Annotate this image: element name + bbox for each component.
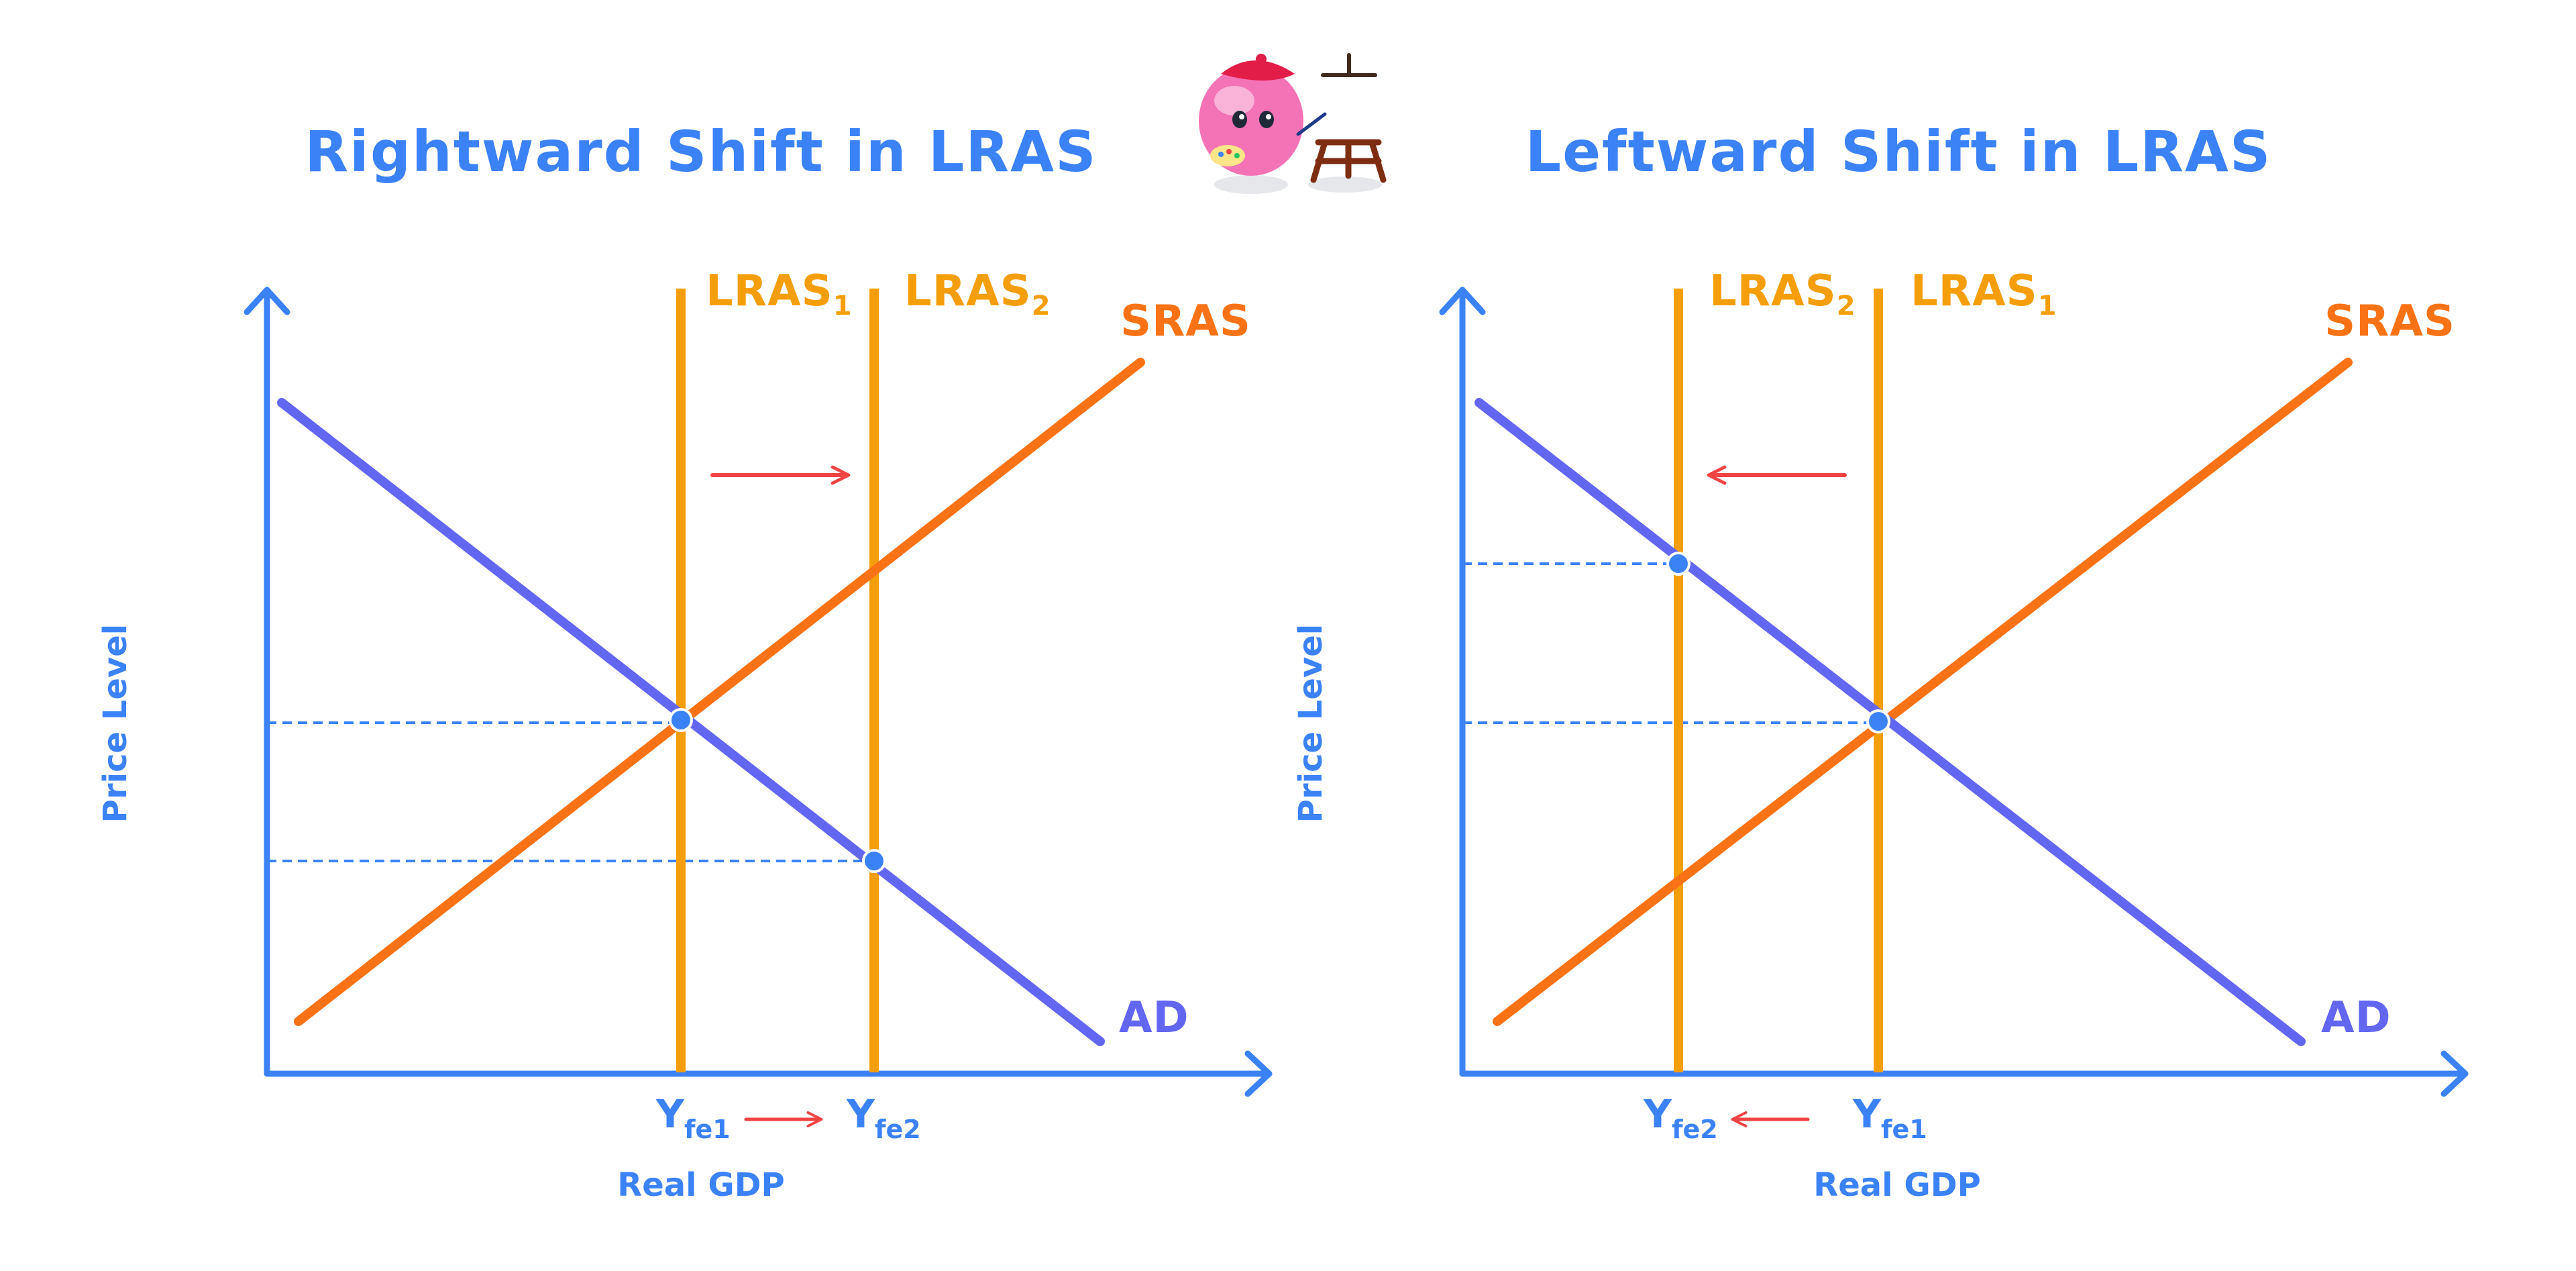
left-equilibrium-point-2 [862,849,886,873]
left-lras-2-label: LRAS2 [904,266,1051,321]
right-panel: Leftward Shift in LRAS Price Level Real … [1292,119,2469,1204]
left-lras-1-label: LRAS1 [706,266,853,321]
right-sras-line [1493,358,2353,1026]
right-ad-label: AD [2321,993,2392,1043]
left-y-axis-label: Price Level [97,624,134,823]
right-x-axis-arrowhead [2440,1050,2469,1097]
left-yfe-2-label: Yfe2 [846,1091,921,1144]
painter-mascot-icon [1199,53,1387,194]
left-equilibrium-point-1 [669,708,693,732]
left-yfe-1-label: Yfe1 [655,1091,731,1144]
left-x-axis-label: Real GDP [617,1166,785,1204]
right-equilibrium-point-1 [1866,709,1890,733]
right-equilibrium-point-2 [1666,552,1690,576]
left-x-axis-arrowhead [1244,1050,1273,1097]
right-axes [1439,287,2469,1097]
left-axes [244,287,1273,1097]
left-sras-line [294,358,1145,1026]
left-sras-label: SRAS [1120,297,1251,346]
right-lras-2-label: LRAS2 [1709,266,1856,321]
right-lras-1-label: LRAS1 [1911,266,2057,321]
left-panel-title: Rightward Shift in LRAS [305,119,1097,185]
right-yfe-2-label: Yfe2 [1643,1091,1718,1144]
left-ad-label: AD [1119,993,1189,1043]
right-y-axis-arrowhead [1439,287,1486,315]
right-yfe-1-label: Yfe1 [1852,1091,1927,1144]
right-y-axis-label: Price Level [1292,624,1330,823]
right-sras-label: SRAS [2324,297,2455,346]
left-panel: Rightward Shift in LRAS Price Level Real… [97,119,1273,1204]
right-panel-title: Leftward Shift in LRAS [1525,119,2272,185]
right-x-axis-label: Real GDP [1813,1166,1981,1204]
left-y-axis-arrowhead [244,287,290,315]
